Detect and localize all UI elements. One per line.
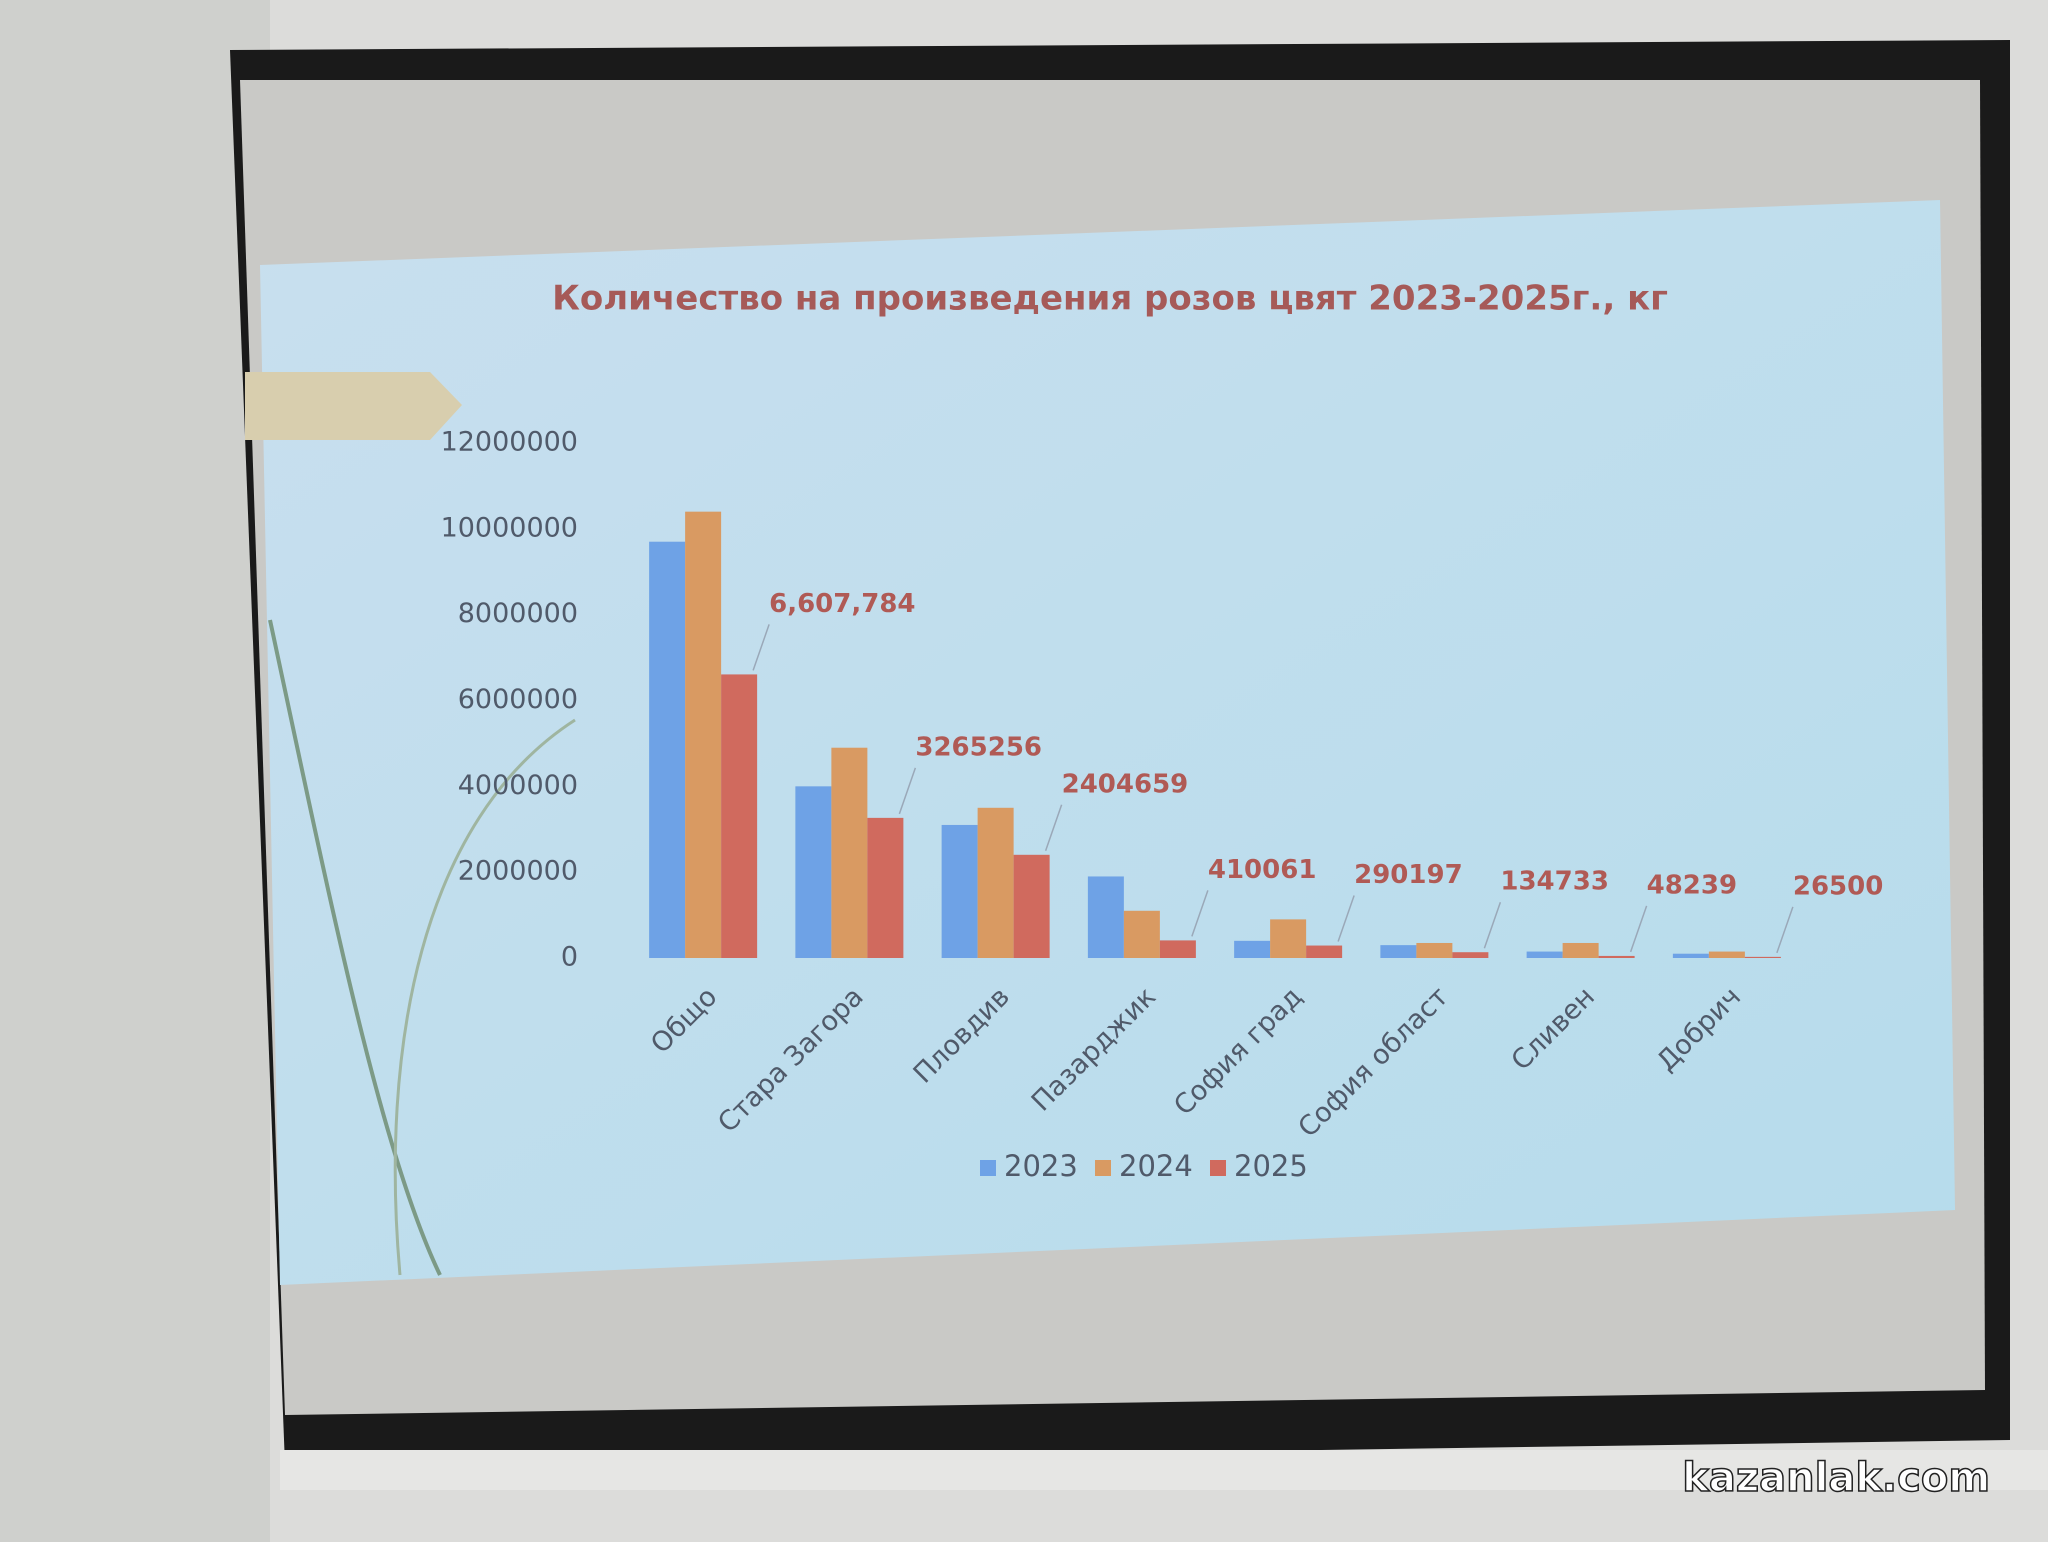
legend-swatch xyxy=(1210,1160,1226,1176)
watermark: kazanlak.com xyxy=(1682,1455,1990,1501)
bar xyxy=(1270,919,1307,958)
y-tick-label: 12000000 xyxy=(441,427,578,458)
value-label: 134733 xyxy=(1500,867,1609,897)
value-label: 410061 xyxy=(1208,855,1317,885)
y-tick-label: 2000000 xyxy=(458,856,578,887)
bar xyxy=(1452,952,1489,958)
slide-arrow xyxy=(245,372,462,440)
bar xyxy=(867,817,904,958)
leader-line xyxy=(898,767,917,815)
bar xyxy=(795,786,832,958)
wall-edge xyxy=(0,0,270,1542)
slide xyxy=(260,200,1955,1285)
leader-line xyxy=(1044,804,1063,852)
screen-case xyxy=(280,1450,2048,1490)
value-label: 3265256 xyxy=(915,732,1042,762)
bar xyxy=(1526,951,1563,958)
bar xyxy=(1708,951,1745,958)
leader-line xyxy=(752,624,770,671)
bar xyxy=(1087,876,1124,958)
slide-decoration xyxy=(268,619,442,1276)
bar xyxy=(1123,910,1160,958)
bar xyxy=(977,807,1014,958)
slide-decoration xyxy=(393,718,576,1276)
legend-label: 2024 xyxy=(1119,1149,1193,1183)
legend-swatch xyxy=(1095,1160,1111,1176)
bar xyxy=(1416,942,1453,958)
value-label: 48239 xyxy=(1647,870,1737,900)
bar xyxy=(649,541,686,958)
chart-title: Количество на произведения розов цвят 20… xyxy=(552,279,1668,319)
bar xyxy=(685,511,722,958)
bar xyxy=(1306,945,1343,958)
y-tick-label: 8000000 xyxy=(458,598,578,629)
y-tick-label: 0 xyxy=(561,942,578,973)
bar xyxy=(721,674,758,958)
y-tick-label: 6000000 xyxy=(458,684,578,715)
value-label: 6,607,784 xyxy=(769,589,915,619)
bar xyxy=(1013,854,1050,958)
legend-swatch xyxy=(980,1160,996,1176)
bar xyxy=(1234,940,1271,958)
leader-line xyxy=(1337,895,1355,942)
y-tick-label: 4000000 xyxy=(458,770,578,801)
legend-label: 2023 xyxy=(1004,1149,1078,1183)
leader-line xyxy=(1776,906,1794,954)
bar xyxy=(1598,955,1635,958)
bar xyxy=(1744,956,1781,958)
legend-label: 2025 xyxy=(1234,1149,1308,1183)
leader-line xyxy=(1483,901,1502,949)
value-label: 2404659 xyxy=(1062,769,1189,799)
bar xyxy=(1562,942,1599,958)
bar xyxy=(1672,953,1709,958)
bar xyxy=(831,747,868,958)
bar xyxy=(941,824,978,958)
bar xyxy=(1380,945,1417,958)
bar xyxy=(1159,940,1196,958)
leader-line xyxy=(1191,890,1209,937)
leader-line xyxy=(1629,905,1648,953)
value-label: 290197 xyxy=(1354,860,1463,890)
value-label: 26500 xyxy=(1793,871,1883,901)
y-tick-label: 10000000 xyxy=(441,512,578,543)
